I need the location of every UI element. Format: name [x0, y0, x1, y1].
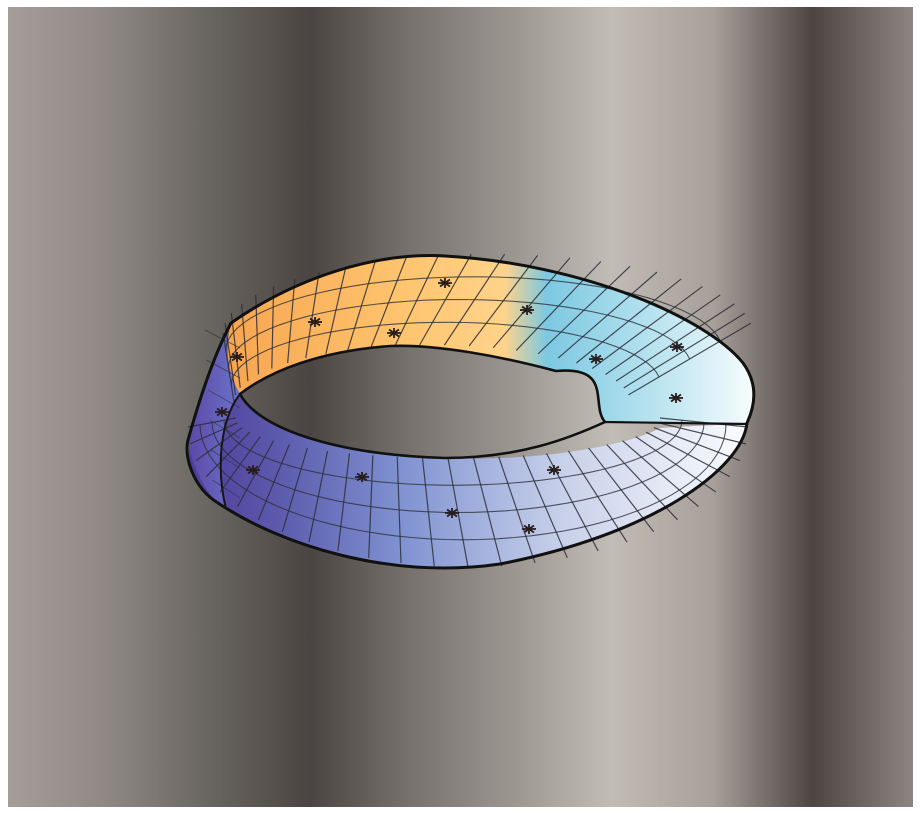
marker-stroke [521, 305, 533, 315]
marker-stroke [356, 472, 368, 482]
marker-13 [522, 524, 536, 534]
marker-6 [589, 354, 603, 364]
marker-11 [355, 472, 369, 482]
marker-stroke [670, 393, 682, 403]
inner-grid-ring [227, 298, 691, 368]
left-twist-surface [188, 323, 240, 509]
marker-2 [308, 317, 322, 327]
marker-stroke [247, 465, 259, 475]
inner-grid-ring [225, 276, 721, 351]
backdrop [8, 7, 913, 807]
marker-7 [670, 342, 684, 352]
marker-stroke [548, 465, 560, 475]
outer-band-surface [189, 383, 748, 568]
marker-12 [445, 508, 459, 518]
marker-stroke [388, 328, 400, 338]
seam-line [604, 420, 749, 426]
marker-layer [215, 278, 684, 534]
inner-band-grid [222, 253, 752, 403]
marker-stroke [523, 524, 535, 534]
marker-1 [230, 352, 244, 362]
strip-outline-outer [185, 254, 756, 570]
marker-9 [215, 407, 229, 417]
marker-14 [547, 465, 561, 475]
marker-3 [387, 328, 401, 338]
marker-stroke [446, 508, 458, 518]
marker-stroke [216, 407, 228, 417]
outer-grid-ring [223, 420, 683, 486]
marker-10 [246, 465, 260, 475]
wall-grid-line [212, 479, 241, 499]
strip-outline-inner-hole [238, 344, 608, 460]
mobius-strip [185, 253, 756, 570]
marker-8 [669, 393, 683, 403]
wall-grid-line [210, 449, 241, 469]
marker-4 [438, 278, 452, 288]
outer-grid-ring [199, 424, 727, 541]
marker-stroke [439, 278, 451, 288]
marker-stroke [671, 342, 683, 352]
inner-grid-ring [230, 321, 660, 385]
marker-5 [520, 305, 534, 315]
inner-band-surface [227, 255, 754, 424]
marker-stroke [231, 352, 243, 362]
twist-edge [219, 393, 241, 510]
wall-grid-line [207, 389, 241, 409]
marker-stroke [590, 354, 602, 364]
marker-stroke [309, 317, 321, 327]
